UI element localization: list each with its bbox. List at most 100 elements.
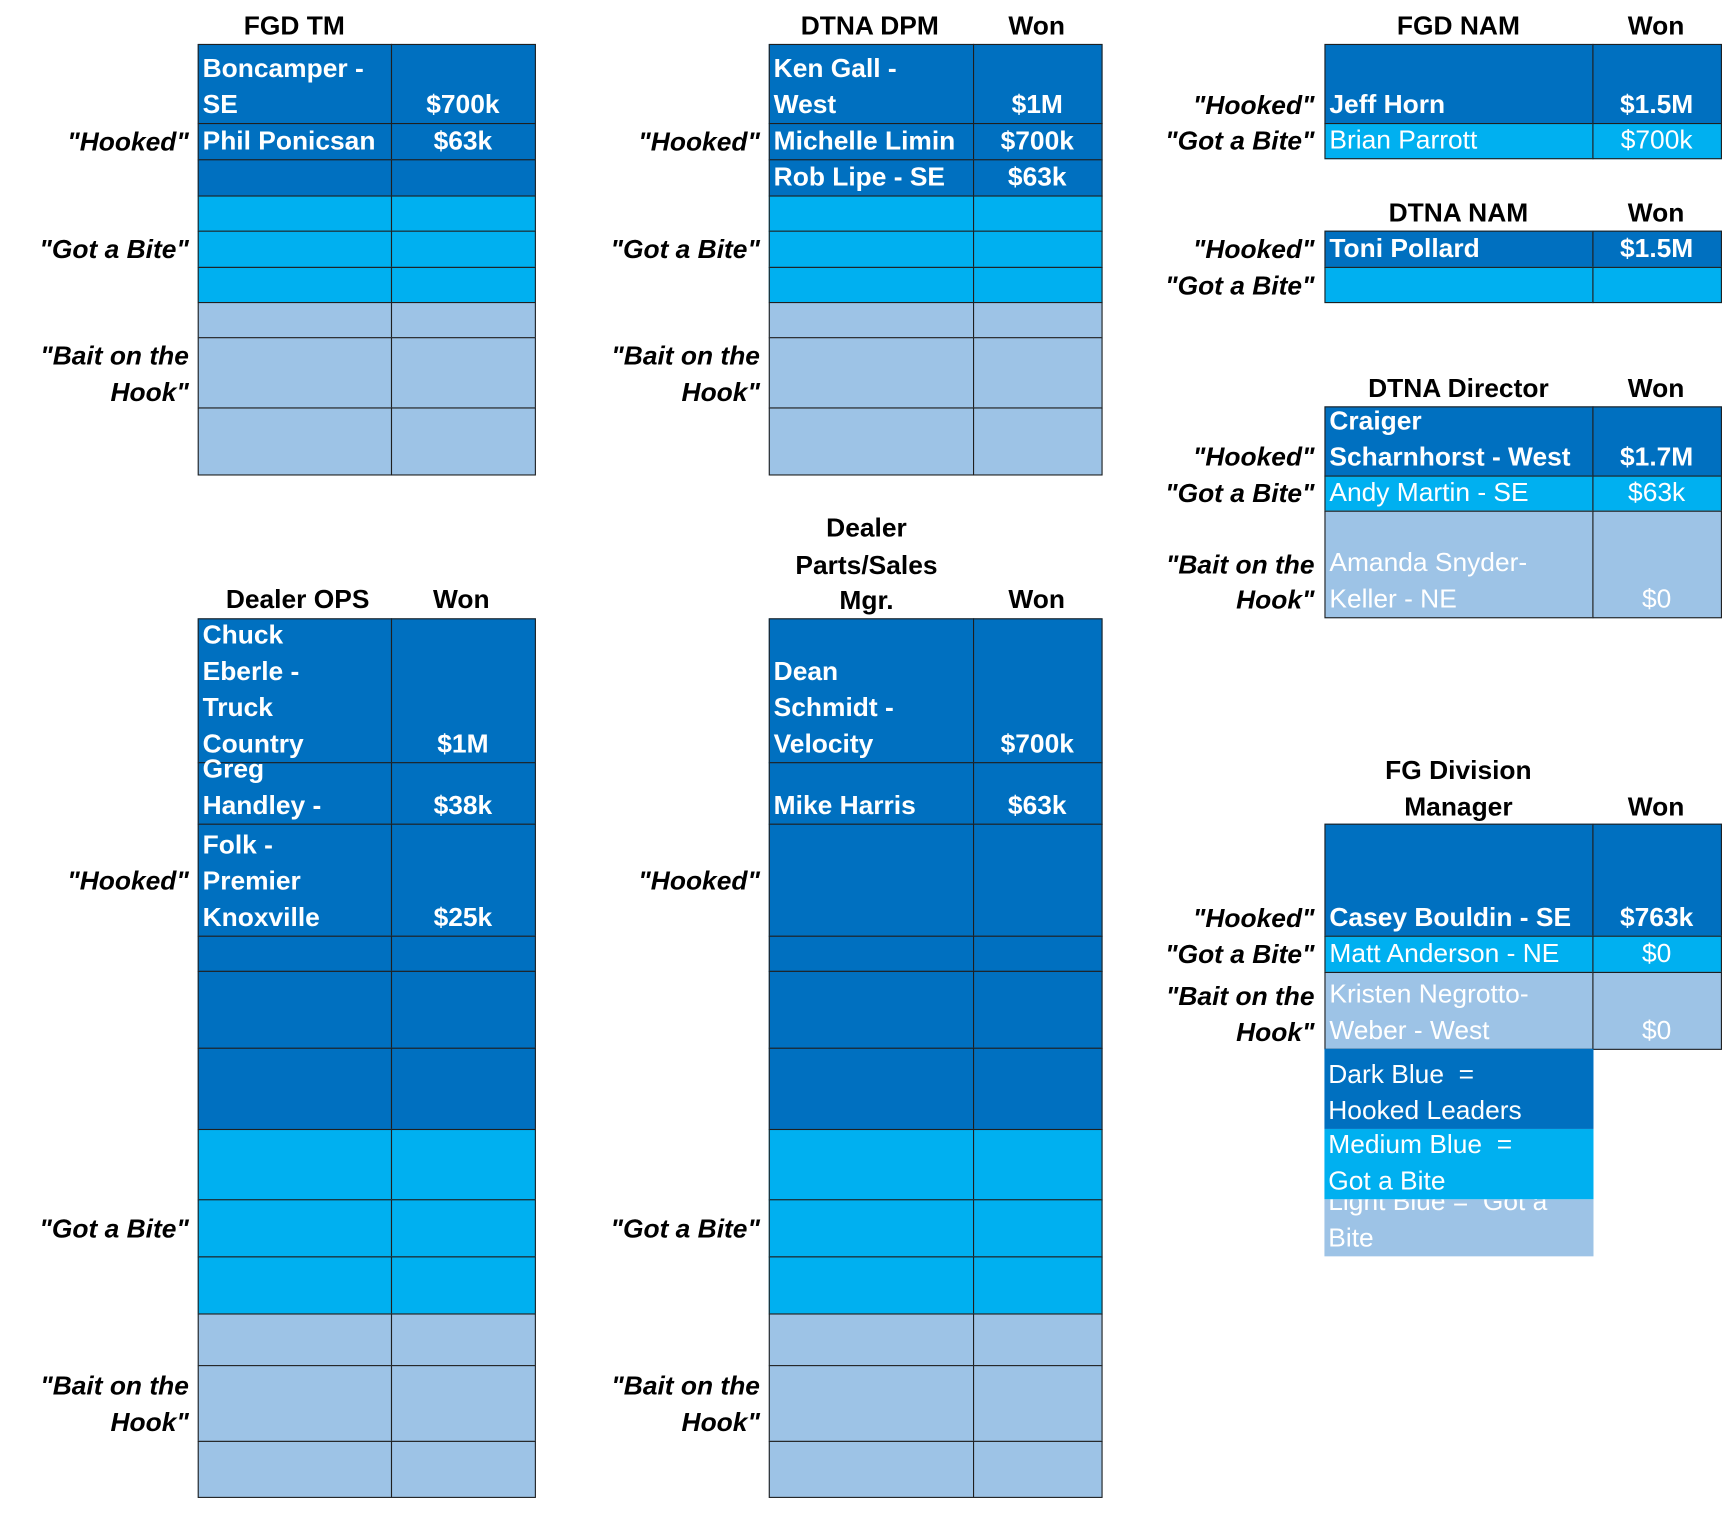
cell-text: $1.7M	[1593, 439, 1720, 475]
side-label: "Got a Bite"	[610, 231, 759, 267]
value-cell: $1.5M	[1591, 230, 1722, 268]
cell-text: Kristen Negrotto- Weber - West	[1329, 976, 1587, 1048]
text-line: Knoxville	[202, 902, 320, 932]
table-title: DTNA DPM	[801, 8, 939, 44]
cell-text: Craiger Scharnhorst - West	[1329, 402, 1587, 474]
text-line: Won	[1627, 198, 1685, 228]
name-cell: Boncamper - SE	[197, 43, 392, 124]
side-label: "Bait on the	[1166, 978, 1315, 1014]
text-line: "Got a Bite"	[610, 234, 760, 265]
value-cell	[972, 970, 1103, 1049]
won-header: Won	[1628, 371, 1685, 407]
text-line: $63k	[1007, 161, 1067, 192]
text-line: $763k	[1619, 902, 1694, 932]
text-line: $63k	[1628, 477, 1686, 507]
value-cell	[390, 1198, 536, 1257]
side-label: "Got a Bite"	[1165, 122, 1314, 158]
name-cell	[768, 194, 974, 232]
cell-text: $1.5M	[1593, 86, 1720, 122]
cell-text: $63k	[974, 787, 1101, 823]
side-label: "Bait on the	[40, 1368, 189, 1404]
name-cell	[197, 1198, 392, 1257]
text-line: Handley -	[202, 790, 322, 820]
name-cell	[768, 935, 974, 972]
name-cell	[768, 1364, 974, 1442]
text-line: DTNA DPM	[800, 11, 939, 42]
won-header: Won	[1628, 8, 1685, 44]
name-cell	[197, 1128, 392, 1200]
side-label: "Hooked"	[1193, 231, 1315, 267]
text-line: Manager	[1404, 792, 1513, 823]
value-cell	[972, 1128, 1103, 1200]
value-cell: $700k	[1591, 122, 1722, 159]
side-label: "Hooked"	[638, 124, 760, 160]
text-line: $0	[1641, 938, 1672, 969]
value-cell: $1M	[390, 617, 536, 763]
text-line: "Bait on the	[611, 1371, 760, 1401]
value-cell	[972, 336, 1103, 408]
name-cell	[197, 194, 392, 232]
text-line: Dark Blue =	[1328, 1059, 1475, 1089]
cell-text: $700k	[392, 86, 535, 122]
text-line: FGD TM	[243, 11, 345, 42]
text-line: Ken Gall -	[773, 53, 897, 83]
name-cell: Andy Martin - SE	[1323, 474, 1593, 512]
side-label: "Got a Bite"	[1165, 936, 1314, 972]
value-cell: $38k	[390, 761, 536, 825]
cell-text: Amanda Snyder- Keller - NE	[1329, 544, 1587, 616]
text-line: $1M	[1011, 89, 1063, 120]
name-cell	[768, 823, 974, 937]
table-title: Parts/Sales	[795, 547, 937, 583]
name-cell: Casey Bouldin - SE	[1323, 823, 1593, 937]
name-cell	[768, 1440, 974, 1498]
text-line: "Bait on the	[1165, 549, 1315, 580]
text-line: Premier	[202, 865, 301, 896]
cell-text: Greg Handley -	[203, 751, 386, 823]
value-cell	[972, 1198, 1103, 1257]
cell-text: $1.5M	[1593, 230, 1720, 266]
text-line: Scharnhorst - West	[1329, 442, 1571, 472]
text-line: "Hooked"	[67, 865, 189, 896]
legend-text: Dark Blue = Hooked Leaders	[1328, 1056, 1588, 1128]
text-line: "Bait on the	[611, 340, 760, 371]
name-cell	[197, 1255, 392, 1314]
value-cell	[390, 1047, 536, 1130]
text-line: Hook"	[681, 1407, 760, 1437]
text-line: Won	[1627, 792, 1685, 823]
cell-text: $0	[1593, 1012, 1720, 1048]
name-cell: Ken Gall - West	[768, 43, 974, 124]
side-label: "Got a Bite"	[610, 1211, 759, 1247]
text-line: "Got a Bite"	[39, 1214, 189, 1244]
value-cell: $63k	[390, 122, 536, 160]
text-line: "Got a Bite"	[610, 1214, 760, 1244]
text-line: Velocity	[773, 728, 874, 759]
text-line: Won	[1008, 584, 1066, 615]
value-cell: $1M	[972, 43, 1103, 124]
text-line: DTNA NAM	[1388, 198, 1529, 228]
text-line: Folk -	[202, 829, 273, 860]
value-cell	[390, 158, 536, 197]
text-line: Casey Bouldin - SE	[1329, 902, 1572, 932]
name-cell	[197, 266, 392, 303]
text-line: Chuck	[202, 619, 284, 650]
side-label: "Hooked"	[67, 124, 189, 160]
text-line: Rob Lipe - SE	[773, 161, 946, 192]
text-line: SE	[202, 89, 238, 120]
name-cell	[197, 935, 392, 972]
text-line: "Got a Bite"	[39, 234, 189, 265]
text-line: "Got a Bite"	[1165, 478, 1315, 508]
value-cell: $700k	[972, 617, 1103, 763]
text-line: Hook"	[1236, 584, 1315, 615]
value-cell: $1.5M	[1591, 43, 1722, 124]
cell-text: $38k	[392, 787, 535, 823]
text-line: Matt Anderson - NE	[1329, 938, 1560, 969]
value-cell	[972, 1364, 1103, 1442]
name-cell: Michelle Limin	[768, 122, 974, 160]
name-cell	[1323, 266, 1593, 303]
name-cell: Chuck Eberle - Truck Country	[197, 617, 392, 763]
text-line: Greg	[202, 753, 265, 784]
side-label: Hook"	[682, 374, 760, 410]
cell-text: $0	[1593, 580, 1720, 616]
value-cell	[972, 1047, 1103, 1130]
